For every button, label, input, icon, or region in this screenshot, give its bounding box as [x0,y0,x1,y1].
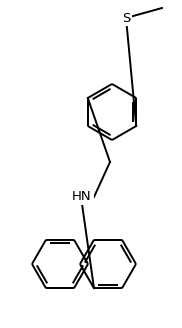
Text: S: S [122,11,130,25]
Text: HN: HN [72,191,92,203]
